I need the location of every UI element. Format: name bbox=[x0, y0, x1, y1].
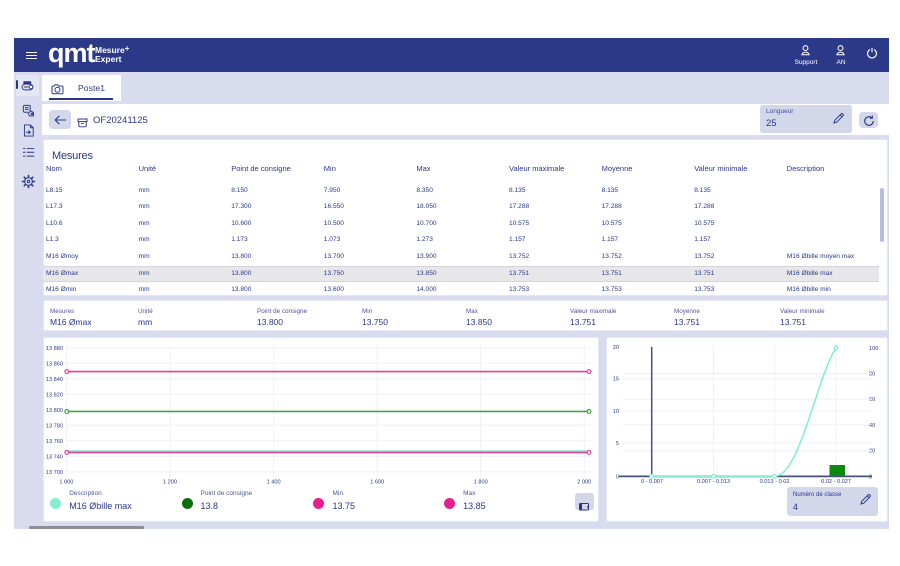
svg-text:1 200: 1 200 bbox=[163, 480, 177, 486]
svg-text:20: 20 bbox=[613, 345, 619, 351]
svg-text:13 820: 13 820 bbox=[46, 392, 63, 398]
svg-text:13 780: 13 780 bbox=[46, 423, 63, 429]
svg-text:10: 10 bbox=[613, 409, 619, 415]
svg-text:13 760: 13 760 bbox=[46, 439, 63, 445]
svg-text:1 600: 1 600 bbox=[370, 480, 384, 486]
svg-text:15: 15 bbox=[613, 377, 619, 383]
svg-text:0.02 - 0.027: 0.02 - 0.027 bbox=[821, 479, 851, 485]
svg-text:0.013 - 0.02: 0.013 - 0.02 bbox=[760, 479, 790, 485]
svg-text:1 000: 1 000 bbox=[59, 480, 73, 486]
svg-text:0.007 - 0.013: 0.007 - 0.013 bbox=[697, 479, 730, 485]
svg-text:100: 100 bbox=[869, 346, 878, 352]
svg-text:2 000: 2 000 bbox=[577, 480, 591, 486]
svg-text:40: 40 bbox=[869, 423, 875, 429]
svg-text:0: 0 bbox=[616, 474, 619, 480]
svg-text:13 740: 13 740 bbox=[46, 454, 63, 460]
svg-text:13 800: 13 800 bbox=[46, 408, 63, 414]
svg-text:0 - 0.007: 0 - 0.007 bbox=[641, 479, 663, 485]
svg-text:13 880: 13 880 bbox=[46, 346, 63, 352]
svg-text:13 860: 13 860 bbox=[46, 361, 63, 367]
svg-text:1 800: 1 800 bbox=[474, 480, 488, 486]
svg-text:20: 20 bbox=[869, 449, 875, 455]
svg-text:80: 80 bbox=[869, 372, 875, 378]
svg-text:13 840: 13 840 bbox=[46, 377, 63, 383]
svg-text:60: 60 bbox=[869, 397, 875, 403]
svg-text:1 400: 1 400 bbox=[267, 480, 281, 486]
svg-text:13 700: 13 700 bbox=[46, 470, 63, 476]
svg-text:0: 0 bbox=[869, 474, 872, 480]
svg-text:5: 5 bbox=[616, 441, 619, 447]
